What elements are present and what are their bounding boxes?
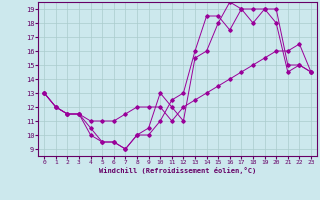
X-axis label: Windchill (Refroidissement éolien,°C): Windchill (Refroidissement éolien,°C) [99,167,256,174]
